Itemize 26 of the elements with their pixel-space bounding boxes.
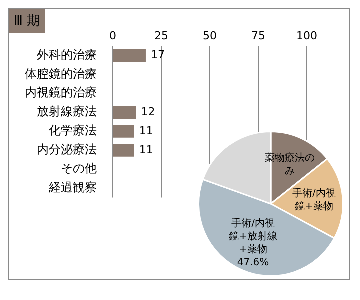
slice-label: 薬物療法のみ <box>264 152 315 178</box>
bar <box>114 144 134 157</box>
data-label: 11 <box>139 143 154 156</box>
x-tick-label: 25 <box>154 29 168 42</box>
x-tick-label: 75 <box>252 29 266 42</box>
x-tick-label: 100 <box>296 29 318 42</box>
y-tick-label: 放射線療法 <box>37 104 97 119</box>
slice-label: 手術/内視鏡+放射線+薬物 <box>229 218 278 256</box>
y-tick-label: その他 <box>61 162 97 176</box>
y-tick-label: 内分泌療法 <box>37 142 97 157</box>
y-tick-label: 化学療法 <box>49 124 97 138</box>
bar <box>114 106 136 119</box>
y-tick-label: 経過観察 <box>48 180 97 194</box>
data-label: 12 <box>141 105 156 118</box>
bar <box>114 49 146 62</box>
y-tick-label: 外科的治療 <box>37 48 97 62</box>
data-label: 47.6% <box>237 258 270 269</box>
bar <box>114 125 134 138</box>
x-tick-label: 0 <box>110 29 116 42</box>
data-label: 17 <box>150 48 165 62</box>
x-tick-label: 50 <box>203 29 217 42</box>
y-tick-label: 体腔鏡的治療 <box>25 66 97 81</box>
data-label: 11 <box>139 124 154 138</box>
y-tick-label: 内視鏡的治療 <box>25 86 97 100</box>
chart-title: Ⅲ 期 <box>9 9 46 33</box>
slice-label: 手術/内視鏡+薬物 <box>292 187 336 212</box>
